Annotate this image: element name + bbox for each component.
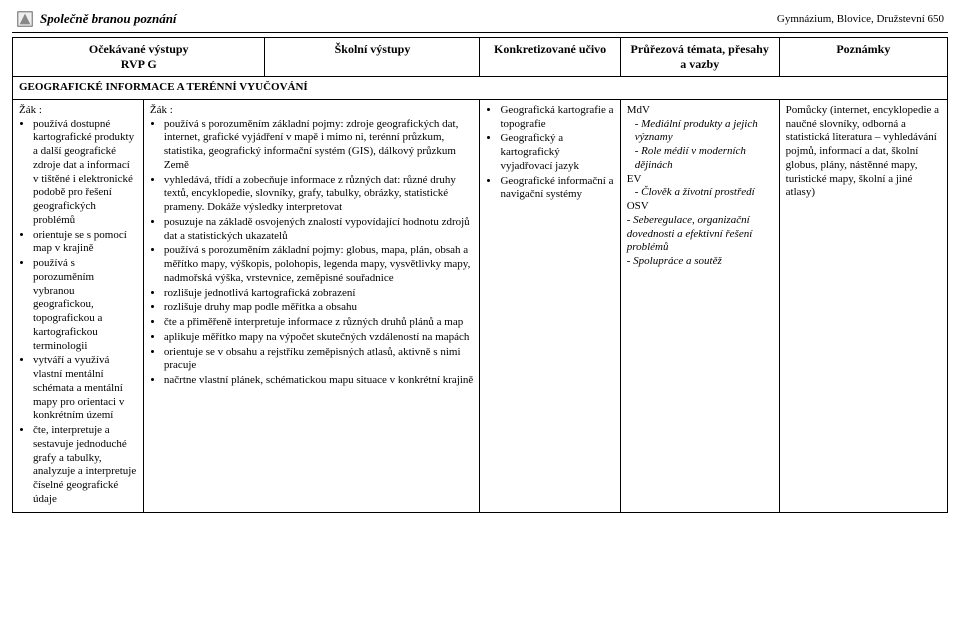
col-header-cross-l2: a vazby [680,57,719,71]
col-header-outcomes-l1: Očekávané výstupy [89,42,189,56]
title-right: Gymnázium, Blovice, Družstevní 650 [777,13,944,25]
zak-label: Žák : [150,104,474,118]
list-item: vyhledává, třídí a zobecňuje informace z… [164,174,474,215]
list-item: Geografické informační a navigační systé… [500,175,613,203]
expected-outcomes-list: používá dostupné kartografické produkty … [33,118,137,507]
osv-item: - Seberegulace, organizační dovednosti a… [627,214,773,255]
col-header-outcomes-l2: RVP G [121,57,157,71]
page: Společně branou poznání Gymnázium, Blovi… [0,0,960,625]
cell-school-outcomes: Žák : používá s porozuměním základní poj… [143,99,480,512]
curriculum-table: Očekávané výstupy RVP G Školní výstupy K… [12,37,948,513]
title-left: Společně branou poznání [40,11,177,27]
list-item: Geografická kartografie a topografie [500,104,613,132]
zak-label: Žák : [19,104,137,118]
list-item: používá s porozuměním základní pojmy: gl… [164,244,474,285]
col-header-cross: Průřezová témata, přesahy a vazby [620,38,779,77]
topbar-left: Společně branou poznání [16,10,177,28]
list-item: používá dostupné kartografické produkty … [33,118,137,228]
cell-cross-themes: MdV - Mediální produkty a jejich významy… [620,99,779,512]
ev-heading: EV [627,173,773,187]
cell-expected-outcomes: Žák : používá dostupné kartografické pro… [13,99,144,512]
list-item: Geografický a kartografický vyjadřovací … [500,132,613,173]
list-item: používá s porozuměním základní pojmy: zd… [164,118,474,173]
section-title: GEOGRAFICKÉ INFORMACE A TERÉNNÍ VYUČOVÁN… [13,77,948,100]
list-item: čte a přiměřeně interpretuje informace z… [164,316,474,330]
list-item: aplikuje měřítko mapy na výpočet skutečn… [164,331,474,345]
col-header-outcomes: Očekávané výstupy RVP G [13,38,265,77]
col-header-school: Školní výstupy [265,38,480,77]
mdv-heading: MdV [627,104,773,118]
school-outcomes-list: používá s porozuměním základní pojmy: zd… [164,118,474,388]
logo-icon [16,10,34,28]
concretized-content-list: Geografická kartografie a topografie Geo… [500,104,613,202]
list-item: rozlišuje jednotlivá kartografická zobra… [164,287,474,301]
cell-notes: Pomůcky (internet, encyklopedie a naučné… [779,99,947,512]
osv-item: - Spolupráce a soutěž [627,255,773,269]
cell-concretized-content: Geografická kartografie a topografie Geo… [480,99,620,512]
list-item: čte, interpretuje a sestavuje jednoduché… [33,424,137,507]
topbar: Společně branou poznání Gymnázium, Blovi… [12,8,948,33]
col-header-cross-l1: Průřezová témata, přesahy [631,42,769,56]
col-header-content: Konkretizované učivo [480,38,620,77]
list-item: posuzuje na základě osvojených znalostí … [164,216,474,244]
header-row: Očekávané výstupy RVP G Školní výstupy K… [13,38,948,77]
list-item: orientuje se v obsahu a rejstříku zeměpi… [164,346,474,374]
osv-heading: OSV [627,200,773,214]
ev-item: - Člověk a životní prostředí [635,186,773,200]
list-item: načrtne vlastní plánek, schématickou map… [164,374,474,388]
list-item: používá s porozuměním vybranou geografic… [33,257,137,353]
list-item: rozlišuje druhy map podle měřítka a obsa… [164,301,474,315]
mdv-item: - Mediální produkty a jejich významy [635,118,773,146]
list-item: vytváří a využívá vlastní mentální schém… [33,354,137,423]
col-header-notes: Poznámky [779,38,947,77]
content-row: Žák : používá dostupné kartografické pro… [13,99,948,512]
mdv-item: - Role médií v moderních dějinách [635,145,773,173]
list-item: orientuje se s pomocí map v krajině [33,229,137,257]
